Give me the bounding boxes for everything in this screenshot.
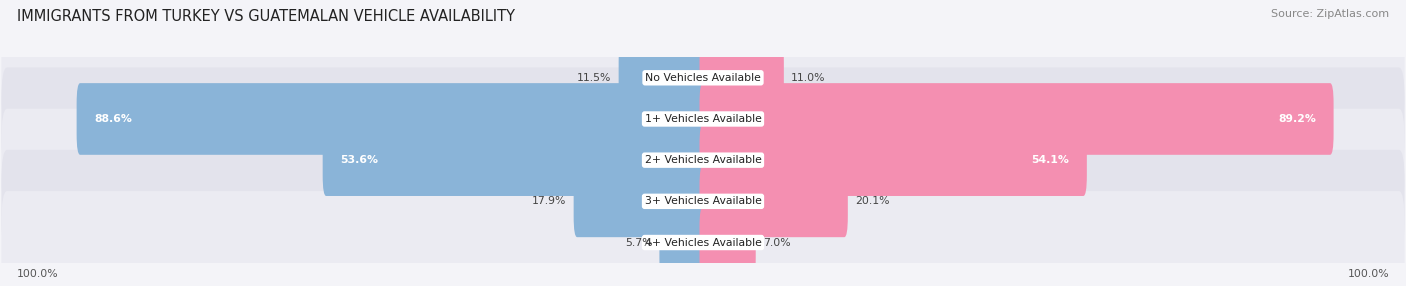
- FancyBboxPatch shape: [1, 26, 1405, 129]
- FancyBboxPatch shape: [1, 109, 1405, 212]
- Text: IMMIGRANTS FROM TURKEY VS GUATEMALAN VEHICLE AVAILABILITY: IMMIGRANTS FROM TURKEY VS GUATEMALAN VEH…: [17, 9, 515, 23]
- Text: 5.7%: 5.7%: [624, 238, 652, 247]
- FancyBboxPatch shape: [1, 67, 1405, 170]
- FancyBboxPatch shape: [574, 166, 707, 237]
- Text: 11.5%: 11.5%: [578, 73, 612, 83]
- Text: 11.0%: 11.0%: [790, 73, 825, 83]
- Text: 100.0%: 100.0%: [1347, 269, 1389, 279]
- Text: 1+ Vehicles Available: 1+ Vehicles Available: [644, 114, 762, 124]
- FancyBboxPatch shape: [1, 191, 1405, 286]
- Text: 89.2%: 89.2%: [1278, 114, 1316, 124]
- FancyBboxPatch shape: [700, 83, 1333, 155]
- Text: 100.0%: 100.0%: [17, 269, 59, 279]
- Text: 2+ Vehicles Available: 2+ Vehicles Available: [644, 155, 762, 165]
- FancyBboxPatch shape: [700, 166, 848, 237]
- FancyBboxPatch shape: [700, 124, 1087, 196]
- Text: 53.6%: 53.6%: [340, 155, 378, 165]
- Text: 20.1%: 20.1%: [855, 196, 890, 206]
- Text: 4+ Vehicles Available: 4+ Vehicles Available: [644, 238, 762, 247]
- Text: 54.1%: 54.1%: [1032, 155, 1069, 165]
- FancyBboxPatch shape: [1, 150, 1405, 253]
- FancyBboxPatch shape: [700, 207, 756, 278]
- Text: 3+ Vehicles Available: 3+ Vehicles Available: [644, 196, 762, 206]
- Text: 17.9%: 17.9%: [533, 196, 567, 206]
- FancyBboxPatch shape: [700, 42, 785, 114]
- Text: 7.0%: 7.0%: [762, 238, 790, 247]
- FancyBboxPatch shape: [77, 83, 707, 155]
- Text: Source: ZipAtlas.com: Source: ZipAtlas.com: [1271, 9, 1389, 19]
- Text: No Vehicles Available: No Vehicles Available: [645, 73, 761, 83]
- FancyBboxPatch shape: [322, 124, 707, 196]
- FancyBboxPatch shape: [619, 42, 707, 114]
- FancyBboxPatch shape: [659, 207, 707, 278]
- Text: 88.6%: 88.6%: [94, 114, 132, 124]
